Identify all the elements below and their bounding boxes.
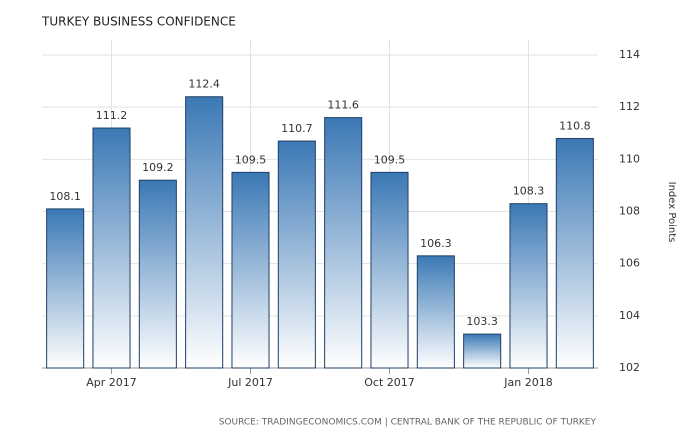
source-note: SOURCE: TRADINGECONOMICS.COM | CENTRAL B… bbox=[219, 418, 597, 428]
data-label: 111.2 bbox=[96, 109, 128, 122]
data-label: 109.2 bbox=[142, 161, 174, 174]
y-tick-label: 112 bbox=[619, 100, 640, 113]
y-tick-label: 114 bbox=[619, 48, 640, 61]
bar bbox=[509, 203, 548, 369]
y-tick-label: 104 bbox=[619, 309, 640, 322]
bar bbox=[138, 179, 177, 369]
bar bbox=[416, 255, 455, 369]
y-tick-label: 108 bbox=[619, 205, 640, 218]
y-tick-label: 106 bbox=[619, 257, 640, 270]
data-label: 109.5 bbox=[374, 153, 406, 166]
bar bbox=[185, 96, 224, 369]
bar bbox=[46, 208, 85, 369]
data-label: 111.6 bbox=[327, 99, 359, 112]
bar bbox=[324, 117, 363, 369]
data-label: 108.3 bbox=[513, 185, 545, 198]
data-label: 106.3 bbox=[420, 237, 452, 250]
chart-title: TURKEY BUSINESS CONFIDENCE bbox=[41, 15, 236, 29]
x-tick-label: Oct 2017 bbox=[364, 376, 415, 389]
y-tick-label: 102 bbox=[619, 361, 640, 374]
x-tick-label: Jan 2018 bbox=[503, 376, 552, 389]
bar bbox=[92, 127, 131, 369]
bar bbox=[277, 140, 316, 369]
bar bbox=[463, 333, 502, 369]
data-label: 103.3 bbox=[466, 315, 498, 328]
x-tick-label: Apr 2017 bbox=[86, 376, 137, 389]
bar bbox=[231, 171, 270, 369]
data-label: 110.7 bbox=[281, 122, 313, 135]
data-label: 110.8 bbox=[559, 119, 591, 132]
y-axis-label: Index Points bbox=[666, 182, 677, 243]
y-tick-label: 110 bbox=[619, 152, 640, 165]
bar bbox=[555, 137, 594, 369]
data-label: 109.5 bbox=[235, 153, 267, 166]
data-label: 112.4 bbox=[188, 78, 220, 91]
data-label: 108.1 bbox=[49, 190, 81, 203]
bar bbox=[370, 171, 409, 369]
x-tick-label: Jul 2017 bbox=[227, 376, 273, 389]
